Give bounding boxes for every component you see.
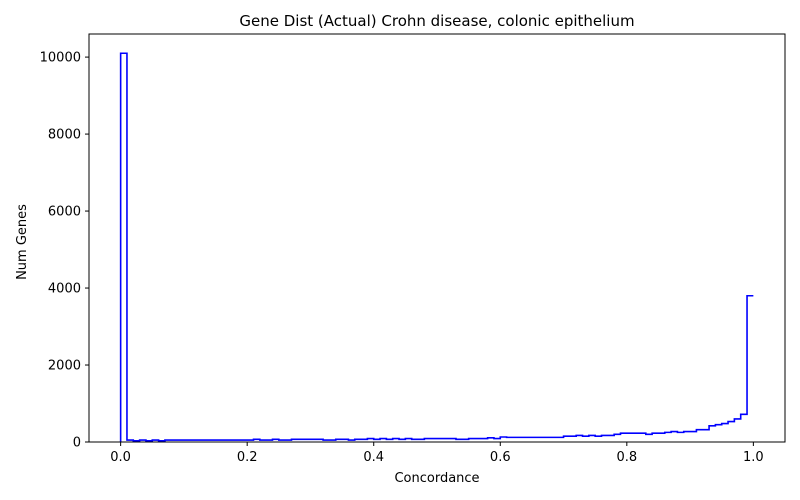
y-axis-label: Num Genes	[15, 204, 30, 280]
x-tick-label: 0.4	[363, 450, 384, 465]
y-tick-label: 10000	[40, 51, 81, 66]
x-axis: 0.0 0.2 0.4 0.6 0.8 1.0	[110, 442, 764, 465]
plot-area	[119, 52, 754, 442]
y-axis: 0 2000 4000 6000 8000 10000	[40, 51, 89, 451]
x-tick-label: 0.0	[110, 450, 131, 465]
series-step-line-0	[119, 52, 754, 442]
y-tick-label: 6000	[48, 205, 81, 220]
chart-title: Gene Dist (Actual) Crohn disease, coloni…	[239, 12, 634, 30]
y-tick-label: 8000	[48, 128, 81, 143]
y-tick-label: 0	[73, 436, 81, 451]
y-tick-label: 4000	[48, 282, 81, 297]
x-tick-label: 1.0	[743, 450, 764, 465]
x-tick-label: 0.8	[616, 450, 637, 465]
plot-frame	[88, 33, 786, 443]
x-tick-label: 0.6	[490, 450, 511, 465]
y-tick-label: 2000	[48, 359, 81, 374]
x-tick-label: 0.2	[237, 450, 258, 465]
x-axis-label: Concordance	[394, 471, 479, 486]
